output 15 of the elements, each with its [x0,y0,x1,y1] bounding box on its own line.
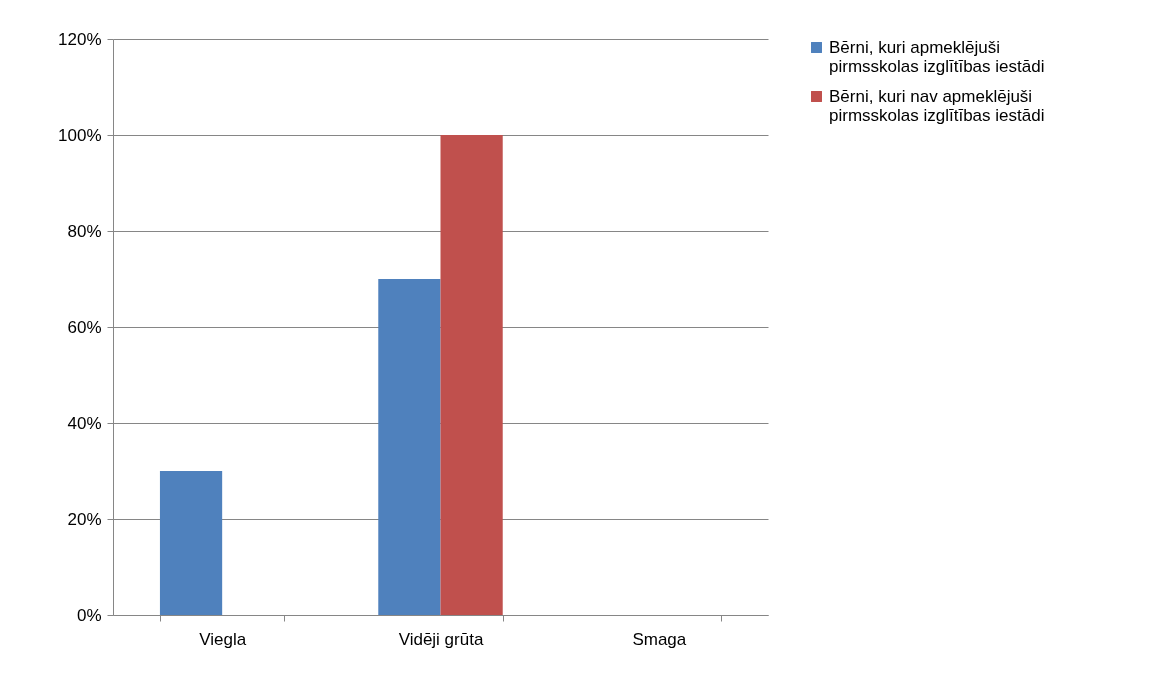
y-tick-label: 0% [76,605,102,625]
y-tick-label: 60% [67,317,102,337]
legend-label: Bērni, kuri nav apmeklējuši pirmsskolas izglītības iestādi [829,86,1045,125]
y-tick-label: 40% [67,413,102,433]
bar [159,471,223,615]
y-tick-label: 100% [58,125,102,145]
y-tick-label: 80% [67,221,102,241]
bar [440,135,503,615]
x-tick-label: Viegla [199,629,247,649]
y-tick-label: 20% [67,509,102,529]
x-tick-label: Smaga [632,629,687,649]
x-tick-label: Vidēji grūta [398,629,484,649]
legend-label: Bērni, kuri apmeklējuši pirmsskolas izglītības iestādi [829,37,1045,76]
y-tick-label: 120% [58,29,102,49]
bar [378,279,441,615]
